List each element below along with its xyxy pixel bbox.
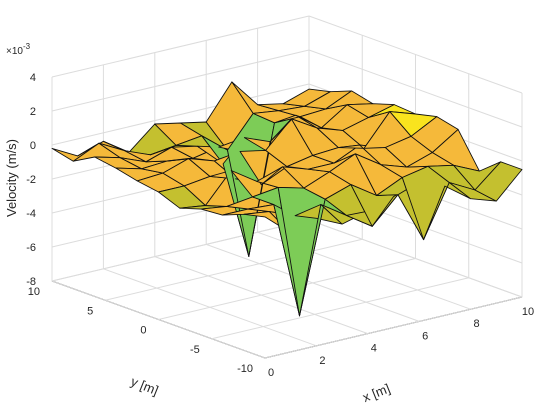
y-tick-label: 10 (28, 286, 40, 298)
surface-mesh (51, 81, 523, 317)
x-tick-label: 6 (422, 330, 428, 342)
z-tick-label: -4 (26, 208, 36, 220)
x-axis-label: x [m] (360, 381, 392, 405)
y-axis-label: y [m] (129, 374, 161, 398)
z-axis-label: Velocity (m/s) (4, 139, 19, 217)
side-wall-grid-z (308, 219, 523, 298)
x-tick-label: 8 (474, 318, 480, 330)
z-multiplier-exponent: -3 (23, 42, 31, 51)
y-tick-label: -10 (237, 363, 253, 375)
side-wall-grid-z (308, 15, 523, 94)
z-tick-label: 2 (30, 106, 36, 118)
back-wall-grid-z (51, 49, 310, 112)
floor-grid-line-y (264, 296, 523, 359)
y-tick-label: 0 (140, 325, 146, 337)
back-wall-grid-z (51, 219, 310, 282)
z-multiplier: ×10-3 (6, 42, 31, 57)
side-wall-grid-z (308, 49, 523, 128)
y-tick-label: -5 (190, 344, 200, 356)
z-tick-label: -6 (26, 242, 36, 254)
x-tick-label: 0 (268, 367, 274, 379)
back-wall-grid-z (51, 83, 310, 146)
floor-grid-line-y (211, 277, 469, 340)
x-tick-label: 2 (319, 355, 325, 367)
x-tick-label: 10 (522, 306, 534, 318)
z-tick-label: -2 (26, 174, 36, 186)
back-wall-grid-z (51, 15, 310, 78)
x-tick-label: 4 (371, 343, 377, 355)
floor-grid-line-y (158, 258, 416, 320)
surface-face (474, 161, 523, 202)
z-tick-label: 4 (30, 72, 36, 84)
z-tick-label: -8 (26, 276, 36, 288)
y-tick-label: 5 (87, 305, 93, 317)
z-multiplier-base: ×10 (6, 46, 23, 57)
floor-grid-line-y (105, 238, 363, 301)
z-tick-label: 0 (30, 140, 36, 152)
